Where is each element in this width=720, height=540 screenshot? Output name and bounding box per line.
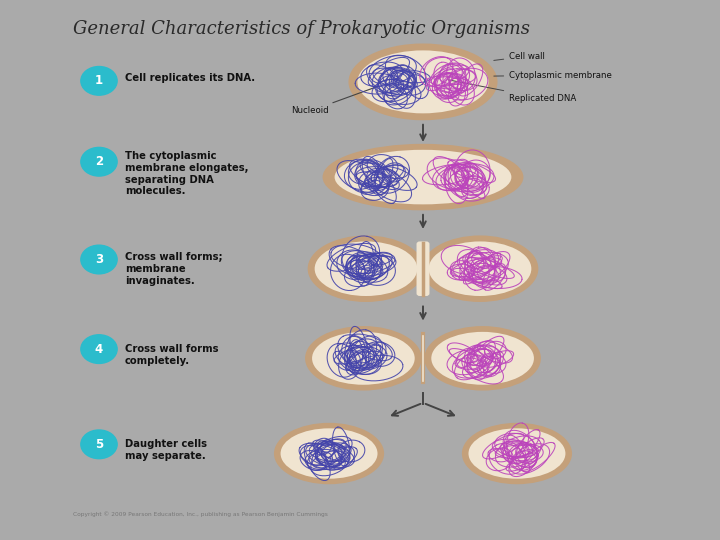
Ellipse shape: [323, 144, 523, 211]
Text: Cross wall forms
completely.: Cross wall forms completely.: [125, 344, 218, 366]
Text: 3: 3: [95, 253, 103, 266]
FancyBboxPatch shape: [417, 241, 430, 296]
Text: Cross wall forms;
membrane
invaginates.: Cross wall forms; membrane invaginates.: [125, 252, 222, 286]
Text: Copyright © 2009 Pearson Education, Inc., publishing as Pearson Benjamin Cumming: Copyright © 2009 Pearson Education, Inc.…: [73, 511, 328, 517]
Text: Daughter cells
may separate.: Daughter cells may separate.: [125, 439, 207, 461]
Text: Cell wall: Cell wall: [494, 52, 545, 61]
Ellipse shape: [431, 332, 534, 385]
Circle shape: [81, 147, 117, 176]
Ellipse shape: [348, 44, 498, 120]
Ellipse shape: [307, 235, 424, 302]
Text: Nucleoid: Nucleoid: [292, 87, 377, 116]
Ellipse shape: [335, 150, 511, 204]
Ellipse shape: [424, 326, 541, 390]
Text: Cell replicates its DNA.: Cell replicates its DNA.: [125, 73, 255, 83]
Text: Cytoplasmic membrane: Cytoplasmic membrane: [494, 71, 612, 80]
Text: General Characteristics of Prokaryotic Organisms: General Characteristics of Prokaryotic O…: [73, 21, 530, 38]
Ellipse shape: [305, 326, 422, 390]
Text: The cytoplasmic
membrane elongates,
separating DNA
molecules.: The cytoplasmic membrane elongates, sepa…: [125, 152, 248, 197]
Circle shape: [81, 66, 117, 95]
Circle shape: [81, 335, 117, 363]
Text: Replicated DNA: Replicated DNA: [449, 80, 577, 103]
Text: 4: 4: [95, 342, 103, 356]
Text: 2: 2: [95, 155, 103, 168]
Ellipse shape: [469, 428, 565, 479]
Circle shape: [81, 430, 117, 458]
Ellipse shape: [281, 428, 377, 479]
Circle shape: [81, 245, 117, 274]
Ellipse shape: [274, 423, 384, 484]
Ellipse shape: [312, 332, 415, 385]
Ellipse shape: [422, 235, 539, 302]
Text: 1: 1: [95, 75, 103, 87]
Ellipse shape: [462, 423, 572, 484]
Ellipse shape: [315, 241, 418, 296]
Ellipse shape: [428, 241, 531, 296]
Text: 5: 5: [95, 438, 103, 451]
Ellipse shape: [357, 50, 489, 113]
